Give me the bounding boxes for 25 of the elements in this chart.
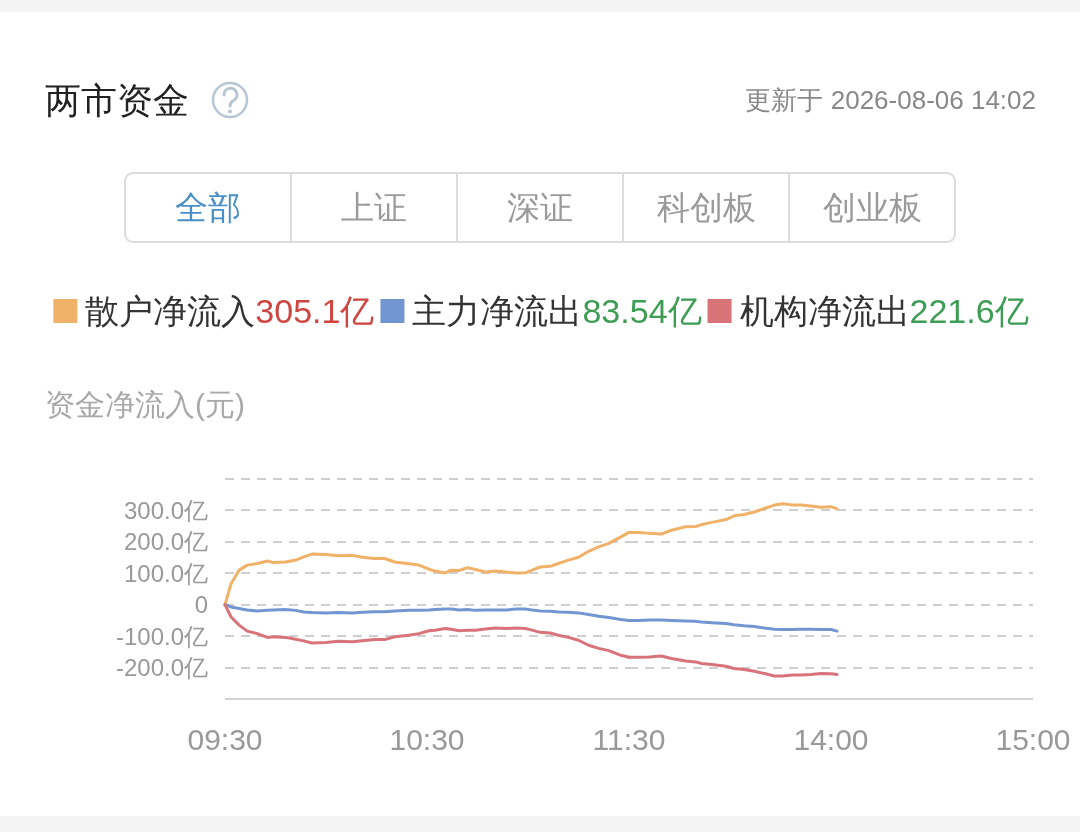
legend-item: 散户净流入305.1亿 — [53, 292, 375, 330]
y-axis-title: 资金净流入(元) — [45, 388, 245, 421]
tab-label: 创业板 — [822, 189, 922, 226]
legend-item: 机构净流出221.6亿 — [707, 292, 1029, 330]
tab-label: 科创板 — [656, 189, 756, 226]
legend-item: 主力净流出 83.54亿 — [380, 292, 702, 330]
x-tick-label: 09:30 — [187, 723, 263, 756]
chart-title: 两市资金 — [45, 80, 189, 121]
y-tick-label: -100.0亿 — [115, 622, 208, 650]
tab-label: 全部 — [175, 189, 241, 226]
x-tick-label: 15:00 — [995, 723, 1071, 756]
legend-label: 散户净流入 — [85, 292, 256, 330]
y-tick-label: 100.0亿 — [123, 559, 208, 587]
tab-label: 上证 — [341, 189, 407, 226]
y-tick-label: 300.0亿 — [123, 496, 208, 524]
y-tick-label: 0 — [194, 591, 208, 619]
x-tick-label: 11:30 — [592, 723, 666, 756]
legend-label: 主力净流出 — [412, 292, 583, 330]
y-tick-label: 200.0亿 — [123, 528, 208, 556]
x-tick-label: 10:30 — [389, 723, 465, 756]
x-tick-label: 14:00 — [793, 723, 869, 756]
legend-label: 机构净流出 — [739, 292, 910, 330]
tab-label: 深证 — [507, 189, 573, 226]
y-tick-label: -200.0亿 — [115, 654, 208, 682]
chart-subtitle: 更新于 2026-08-06 14:02 — [745, 85, 1036, 115]
